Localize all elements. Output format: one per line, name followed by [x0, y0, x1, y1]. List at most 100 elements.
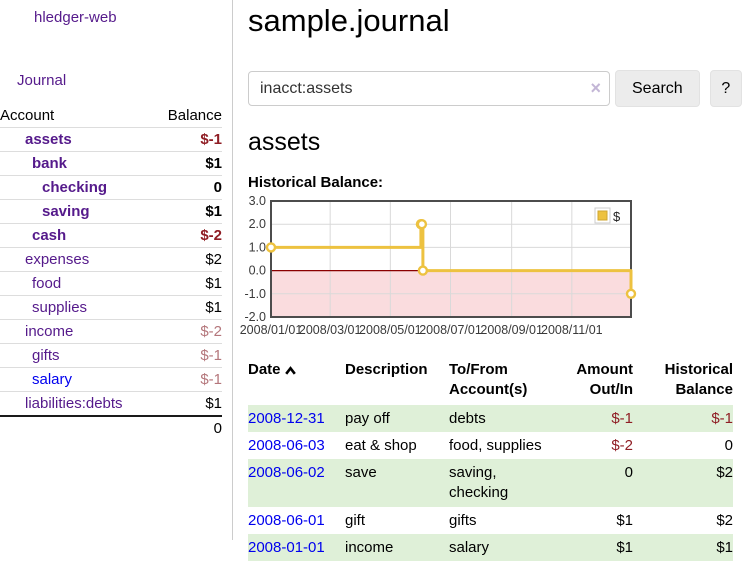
- account-link-assets[interactable]: assets: [25, 131, 72, 148]
- transaction-amount: $1: [616, 538, 633, 556]
- brand-link[interactable]: hledger-web: [34, 9, 117, 26]
- account-row: expenses $2: [0, 247, 222, 272]
- register-row: 2008-12-31 pay off debts $-1 $-1: [248, 404, 733, 432]
- svg-text:1.0: 1.0: [249, 240, 266, 254]
- account-link-expenses[interactable]: expenses: [25, 251, 90, 268]
- transaction-description: save: [345, 464, 377, 482]
- transaction-date-link[interactable]: 2008-01-01: [248, 538, 325, 556]
- transaction-accounts: salary: [449, 538, 490, 556]
- account-link-bank[interactable]: bank: [32, 155, 68, 172]
- account-link-supplies[interactable]: supplies: [32, 299, 88, 316]
- account-balance: $1: [205, 395, 222, 412]
- account-row: cash $-2: [0, 223, 222, 248]
- column-header-description: Description: [345, 361, 428, 378]
- transaction-accounts: food, supplies: [449, 436, 542, 454]
- transaction-date-link[interactable]: 2008-06-03: [248, 436, 325, 454]
- sort-asc-icon: [284, 361, 296, 381]
- search-bar: × Search ?: [248, 70, 742, 107]
- transaction-description: gift: [345, 511, 366, 529]
- transaction-amount: $1: [616, 511, 633, 529]
- svg-text:2008/01/01: 2008/01/01: [240, 323, 303, 337]
- transaction-balance: 0: [724, 436, 733, 454]
- transaction-accounts: saving, checking: [449, 464, 509, 502]
- account-balance: $1: [205, 155, 222, 172]
- date-header-label: Date: [248, 361, 281, 378]
- account-balance: $-1: [200, 371, 222, 388]
- account-row: checking 0: [0, 175, 222, 200]
- clear-search-icon[interactable]: ×: [590, 78, 601, 98]
- svg-text:2008/09/01: 2008/09/01: [480, 323, 543, 337]
- help-button[interactable]: ?: [709, 70, 742, 107]
- register-body: 2008-12-31 pay off debts $-1 $-1 2008-06-03 ea…: [248, 404, 733, 562]
- accounts-tree-header-row: Account Balance: [0, 104, 222, 128]
- account-row: assets $-1: [0, 128, 222, 152]
- transaction-description: eat & shop: [345, 436, 417, 454]
- transaction-date-link[interactable]: 2008-06-02: [248, 464, 325, 482]
- account-link-liabilities-debts[interactable]: liabilities:debts: [25, 395, 123, 412]
- account-row: supplies $1: [0, 295, 222, 320]
- transaction-date-link[interactable]: 2008-12-31: [248, 409, 325, 427]
- account-row: gifts $-1: [0, 343, 222, 368]
- account-balance: $-1: [200, 347, 222, 364]
- svg-text:2008/05/01: 2008/05/01: [359, 323, 422, 337]
- svg-text:-2.0: -2.0: [244, 310, 266, 324]
- svg-text:0.0: 0.0: [249, 264, 266, 278]
- account-row: liabilities:debts $1: [0, 391, 222, 416]
- column-header-accounts: To/From Account(s): [449, 361, 528, 398]
- account-balance: $-1: [200, 131, 222, 148]
- account-row: saving $1: [0, 199, 222, 224]
- account-balance: $-2: [200, 227, 222, 244]
- account-link-salary[interactable]: salary: [32, 371, 73, 388]
- account-link-gifts[interactable]: gifts: [32, 347, 60, 364]
- column-header-historical-balance: Historical Balance: [664, 361, 733, 398]
- account-link-checking[interactable]: checking: [42, 179, 108, 196]
- accounts-total-value: 0: [153, 415, 222, 440]
- svg-text:2.0: 2.0: [249, 217, 266, 231]
- column-header-date[interactable]: Date: [248, 359, 345, 405]
- sidebar: hledger-web Journal Account Balance asse…: [0, 0, 233, 540]
- account-row: bank $1: [0, 151, 222, 176]
- register-row: 2008-01-01 income salary $1 $1: [248, 533, 733, 562]
- historical-balance-chart: $3.0 2.0 1.0 0.0 -1.0 -2.02008/01/012008/03/0…: [240, 194, 637, 337]
- transaction-balance: $2: [716, 464, 733, 482]
- column-header-amount: Amount Out/In: [576, 361, 633, 398]
- transaction-accounts: debts: [449, 409, 486, 427]
- transaction-accounts: gifts: [449, 511, 477, 529]
- register-row: 2008-06-02 save saving, checking 0 $2: [248, 459, 733, 507]
- accounts-header-balance: Balance: [153, 104, 222, 128]
- account-link-income[interactable]: income: [25, 323, 74, 340]
- transaction-amount: $-1: [611, 409, 633, 427]
- accounts-tree-body: assets $-1 bank $1 checking 0 saving $1 cash $-2 e…: [0, 128, 222, 440]
- transaction-description: income: [345, 538, 394, 556]
- register-row: 2008-06-03 eat & shop food, supplies $-2 0: [248, 432, 733, 459]
- account-balance: $1: [205, 275, 222, 292]
- account-row: salary $-1: [0, 367, 222, 392]
- search-button[interactable]: Search: [615, 70, 700, 107]
- svg-text:3.0: 3.0: [249, 194, 266, 208]
- accounts-header-account: Account: [0, 104, 154, 128]
- account-row: food $1: [0, 271, 222, 296]
- balance-chart: $3.0 2.0 1.0 0.0 -1.0 -2.0 2008/01/01 2008/03/0…: [240, 194, 742, 338]
- svg-text:-1.0: -1.0: [244, 287, 266, 301]
- search-input-wrap: ×: [248, 71, 610, 106]
- account-row: income $-2: [0, 319, 222, 344]
- accounts-total-row: 0: [0, 415, 222, 440]
- search-input[interactable]: [248, 71, 610, 106]
- account-link-saving[interactable]: saving: [42, 203, 90, 220]
- account-heading: assets: [248, 128, 321, 156]
- svg-text:2008/03/01: 2008/03/01: [299, 323, 362, 337]
- main-content: sample.journal × Search ? assets Histori…: [233, 0, 742, 562]
- account-link-cash[interactable]: cash: [32, 227, 67, 244]
- account-balance: $-2: [200, 323, 222, 340]
- register-header-row: Date Description To/From Account(s) Amou…: [248, 359, 733, 405]
- transaction-date-link[interactable]: 2008-06-01: [248, 511, 325, 529]
- svg-text:2008/07/01: 2008/07/01: [419, 323, 482, 337]
- transaction-balance: $-1: [711, 409, 733, 427]
- account-link-food[interactable]: food: [32, 275, 62, 292]
- transaction-balance: $1: [716, 538, 733, 556]
- transaction-amount: 0: [624, 464, 633, 482]
- chart-title: Historical Balance:: [248, 174, 384, 191]
- page-title: sample.journal: [248, 3, 450, 38]
- sidebar-item-journal[interactable]: Journal: [17, 72, 67, 89]
- register-row: 2008-06-01 gift gifts $1 $2: [248, 507, 733, 534]
